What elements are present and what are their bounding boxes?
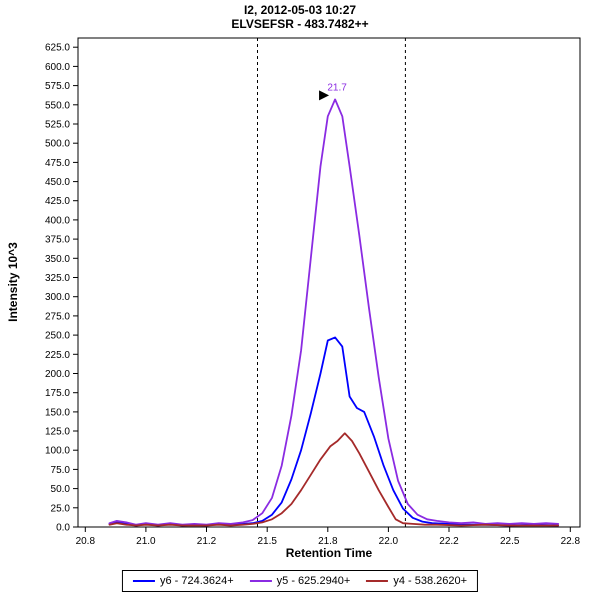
series-group: 21.7 xyxy=(108,38,560,527)
y-axis-tick-label: 350.0 xyxy=(45,254,70,265)
chart-title-block: I2, 2012-05-03 10:27 ELVSEFSR - 483.7482… xyxy=(0,3,600,31)
y-axis-tick-label: 600.0 xyxy=(45,62,70,73)
y-axis-tick-label: 525.0 xyxy=(45,120,70,131)
legend: y6 - 724.3624+ y5 - 625.2940+ y4 - 538.2… xyxy=(121,570,479,592)
y-axis-tick-label: 475.0 xyxy=(45,158,70,169)
y-axis-tick-label: 75.0 xyxy=(51,465,71,476)
legend-item-y6: y6 - 724.3624+ xyxy=(132,575,234,587)
y-axis-tick-label: 225.0 xyxy=(45,350,70,361)
chromatogram-plot: 21.7 20.8 21.0 21.2 21.5 21.8 22.0 22.2 22.5 22.… xyxy=(6,37,581,560)
y-axis-tick-label: 325.0 xyxy=(45,273,70,284)
x-axis-tick-label: 21.0 xyxy=(136,536,156,547)
peak-rt-annotation: 21.7 xyxy=(327,82,347,93)
legend-line-swatch-y6 xyxy=(132,580,155,582)
y-axis-tick-label: 150.0 xyxy=(45,407,70,418)
legend-label-y6: y6 - 724.3624+ xyxy=(159,575,234,587)
y-axis-tick-label: 50.0 xyxy=(51,484,71,495)
x-axis-tick-label: 22.5 xyxy=(500,536,520,547)
y-axis-tick-label: 175.0 xyxy=(45,388,70,399)
legend-label-y4: y4 - 538.2620+ xyxy=(393,575,468,587)
y-axis-tick-label: 425.0 xyxy=(45,196,70,207)
x-axis-tick-label: 22.0 xyxy=(379,536,399,547)
chart-subtitle: ELVSEFSR - 483.7482++ xyxy=(231,17,369,31)
legend-item-y5: y5 - 625.2940+ xyxy=(249,575,351,587)
x-axis-tick-label: 21.8 xyxy=(318,536,338,547)
legend-line-swatch-y4 xyxy=(366,580,389,582)
x-axis-tick-label: 21.5 xyxy=(257,536,277,547)
x-axis-tick-label: 20.8 xyxy=(76,536,96,547)
y-axis-tick-label: 200.0 xyxy=(45,369,70,380)
y-axis-tick-label: 275.0 xyxy=(45,311,70,322)
y-axis-tick-label: 25.0 xyxy=(51,503,71,514)
y-axis-tick-label: 300.0 xyxy=(45,292,70,303)
y-axis-tick-label: 0.0 xyxy=(56,523,70,534)
y-axis-tick-label: 400.0 xyxy=(45,215,70,226)
legend-label-y5: y5 - 625.2940+ xyxy=(276,575,351,587)
chart-title: I2, 2012-05-03 10:27 xyxy=(243,3,357,17)
legend-item-y4: y4 - 538.2620+ xyxy=(366,575,467,587)
y-axis-tick-label: 125.0 xyxy=(45,427,70,438)
y-axis-tick-label: 450.0 xyxy=(45,177,70,188)
x-axis-tick-label: 21.2 xyxy=(197,536,217,547)
legend-line-swatch-y5 xyxy=(249,580,272,582)
x-axis-title: Retention Time xyxy=(286,546,373,560)
x-axis-tick-label: 22.2 xyxy=(439,536,459,547)
y-axis-tick-label: 500.0 xyxy=(45,139,70,150)
best-peak-arrow-icon xyxy=(319,90,330,101)
chromatogram-trace-2 xyxy=(108,432,560,527)
y-axis-tick-label: 625.0 xyxy=(45,43,70,54)
y-axis-tick-label: 575.0 xyxy=(45,81,70,92)
axis-ticks-group: 20.8 21.0 21.2 21.5 21.8 22.0 22.2 22.5 22.8 0.0 2… xyxy=(45,43,580,547)
plot-area[interactable] xyxy=(77,37,581,528)
y-axis-tick-label: 100.0 xyxy=(45,446,70,457)
x-axis-tick-label: 22.8 xyxy=(561,536,581,547)
chromatogram-trace-0 xyxy=(108,336,560,527)
y-axis-tick-label: 550.0 xyxy=(45,100,70,111)
y-axis-tick-label: 375.0 xyxy=(45,235,70,246)
y-axis-title: Intensity 10^3 xyxy=(6,242,20,322)
y-axis-tick-label: 250.0 xyxy=(45,331,70,342)
chromatogram-trace-1 xyxy=(108,98,560,526)
